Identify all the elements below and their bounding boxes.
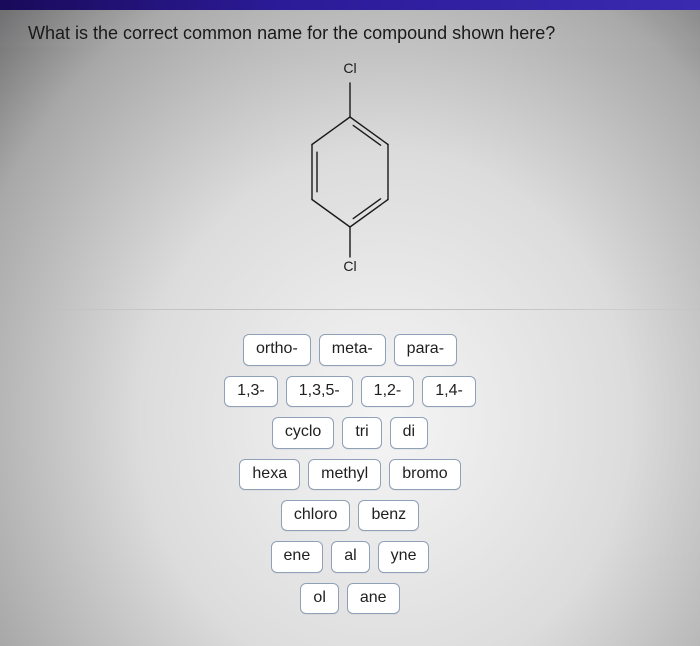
option-row-3: cyclo tridi (272, 417, 428, 448)
section-divider (0, 309, 700, 310)
question-text: What is the correct common name for the … (28, 22, 678, 45)
option-row-5: chlorobenz (281, 500, 419, 531)
option-para[interactable]: para- (394, 334, 457, 365)
option-ene[interactable]: ene (271, 541, 324, 572)
option-12[interactable]: 1,2- (361, 376, 415, 407)
option-yne[interactable]: yne (378, 541, 430, 572)
option-ortho[interactable]: ortho- (243, 334, 311, 365)
option-135[interactable]: 1,3,5- (286, 376, 353, 407)
option-tri[interactable]: tri (342, 417, 381, 448)
molecule-bottom-label: Cl (343, 258, 356, 273)
option-13[interactable]: 1,3- (224, 376, 278, 407)
option-benz[interactable]: benz (358, 500, 419, 531)
option-row-4: hexa methyl bromo (239, 459, 460, 490)
option-chloro[interactable]: chloro (281, 500, 351, 531)
molecule-structure (312, 83, 388, 257)
option-hexa[interactable]: hexa (239, 459, 300, 490)
option-ane[interactable]: ane (347, 583, 400, 614)
question-area: What is the correct common name for the … (0, 10, 700, 47)
option-bromo[interactable]: bromo (389, 459, 460, 490)
option-methyl[interactable]: methyl (308, 459, 381, 490)
option-row-6: enealyne (271, 541, 430, 572)
option-row-2: 1,3- 1,3,5- 1,2-1,4- (224, 376, 476, 407)
option-al[interactable]: al (331, 541, 369, 572)
option-meta[interactable]: meta- (319, 334, 386, 365)
option-cyclo[interactable]: cyclo (272, 417, 334, 448)
option-row-7: olane (300, 583, 399, 614)
option-14[interactable]: 1,4- (422, 376, 476, 407)
option-ol[interactable]: ol (300, 583, 338, 614)
top-accent-bar (0, 0, 700, 10)
option-row-1: ortho-meta-para- (243, 334, 457, 365)
option-di[interactable]: di (390, 417, 428, 448)
molecule-area: Cl Cl (0, 47, 700, 279)
options-area: ortho-meta-para- 1,3- 1,3,5- 1,2-1,4- cycl… (0, 330, 700, 618)
molecule-top-label: Cl (343, 60, 356, 76)
molecule-diagram: Cl Cl (290, 53, 410, 273)
